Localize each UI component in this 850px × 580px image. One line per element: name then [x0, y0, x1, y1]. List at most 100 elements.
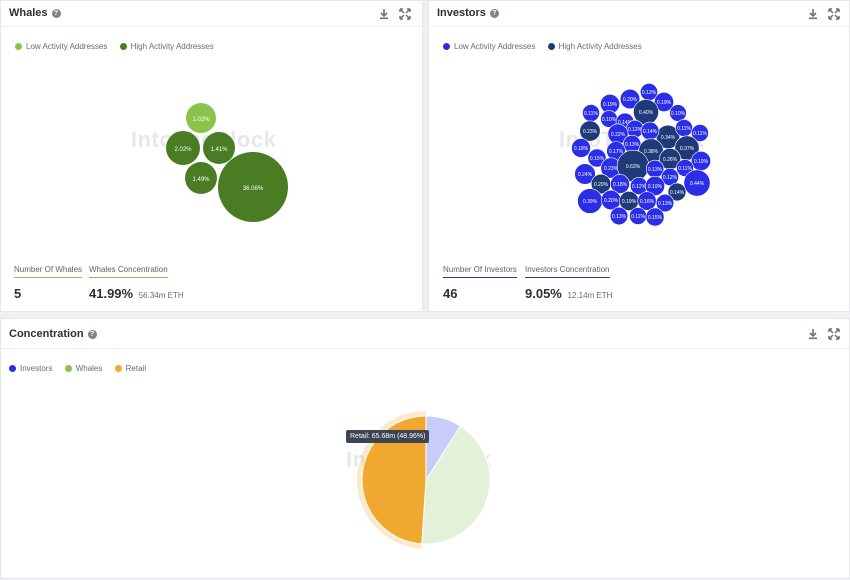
whales-legend: Low Activity Addresses High Activity Add… — [15, 42, 224, 51]
bubble-label: 0.19% — [657, 100, 672, 106]
legend-item-whales[interactable]: Whales — [64, 364, 103, 373]
stat-number-of-whales: Number Of Whales 5 — [14, 259, 83, 301]
bubble-label: 36.06% — [243, 186, 264, 192]
bubble[interactable]: 0.11% — [675, 119, 693, 137]
bubble-label: 0.23% — [583, 129, 598, 135]
bubble[interactable]: 0.24% — [574, 163, 596, 185]
expand-icon[interactable] — [828, 8, 840, 20]
pie-slice-whales[interactable] — [421, 425, 491, 545]
bubble[interactable]: 0.13% — [645, 159, 665, 179]
bubble[interactable]: 0.16% — [637, 191, 657, 211]
bubble[interactable]: 0.11% — [629, 207, 647, 225]
bubble[interactable]: 0.40% — [633, 99, 659, 125]
concentration-pie-chart — [357, 411, 491, 549]
stat-value-main: 41.99% — [89, 286, 134, 301]
bubble[interactable]: 0.20% — [600, 189, 622, 211]
bubble[interactable]: 1.41% — [203, 132, 235, 164]
concentration-title: Concentration? — [9, 328, 97, 340]
bubble[interactable]: 0.11% — [582, 104, 600, 122]
bubble-label: 1.02% — [192, 117, 210, 123]
bubble[interactable]: 0.15% — [645, 207, 665, 227]
bubble[interactable]: 0.15% — [587, 148, 607, 168]
stat-value: 41.99% 56.34m ETH — [89, 286, 184, 301]
concentration-header: Concentration? — [1, 319, 849, 349]
stat-whales-concentration: Whales Concentration 41.99% 56.34m ETH — [89, 259, 184, 301]
bubble[interactable]: 0.14% — [667, 182, 687, 202]
bubble[interactable]: 0.19% — [600, 94, 620, 114]
legend-item-low-activity[interactable]: Low Activity Addresses — [443, 42, 535, 51]
legend-label: Investors — [20, 364, 53, 373]
bubble-label: 0.37% — [680, 146, 695, 152]
whales-header: Whales? — [1, 1, 422, 27]
legend-dot — [443, 43, 450, 50]
legend-label: Retail — [125, 364, 147, 373]
bubble[interactable]: 0.10% — [600, 110, 618, 128]
expand-icon[interactable] — [828, 328, 840, 340]
bubble-label: 0.11% — [693, 131, 707, 137]
legend-dot — [9, 365, 16, 372]
stat-value-sub: 12.14m ETH — [567, 291, 613, 300]
bubble[interactable]: 0.23% — [579, 120, 601, 142]
bubble-label: 0.19% — [694, 159, 709, 165]
bubble[interactable]: 0.14% — [640, 121, 660, 141]
bubble-label: 0.18% — [613, 182, 628, 188]
stat-label: Whales Concentration — [89, 265, 168, 278]
download-icon[interactable] — [807, 8, 819, 20]
bubble[interactable]: 0.13% — [655, 193, 675, 213]
bubble-label: 0.14% — [618, 120, 633, 126]
download-icon[interactable] — [807, 328, 819, 340]
bubble-label: 0.11% — [677, 126, 691, 132]
bubble[interactable]: 36.06% — [218, 152, 288, 222]
bubble[interactable]: 0.44% — [683, 169, 711, 197]
bubble[interactable]: 0.10% — [669, 104, 687, 122]
bubble-label: 0.44% — [690, 181, 705, 187]
bubble-label: 0.20% — [623, 97, 638, 103]
bubble-label: 0.11% — [631, 214, 645, 220]
legend-label: Whales — [75, 364, 103, 373]
help-icon[interactable]: ? — [489, 9, 499, 18]
legend-item-investors[interactable]: Investors — [9, 364, 52, 373]
bubble-label: 0.24% — [578, 172, 593, 178]
bubble[interactable]: 0.20% — [619, 88, 641, 110]
help-icon[interactable]: ? — [87, 330, 97, 339]
bubble-label: 0.19% — [603, 102, 618, 108]
expand-icon[interactable] — [399, 8, 411, 20]
legend-item-low-activity[interactable]: Low Activity Addresses — [15, 42, 107, 51]
download-icon[interactable] — [378, 8, 390, 20]
help-icon[interactable]: ? — [51, 9, 61, 18]
stat-label: Investors Concentration — [525, 265, 610, 278]
bubble[interactable]: 0.12% — [630, 177, 648, 195]
bubble-label: 2.02% — [174, 147, 192, 153]
legend-label: Low Activity Addresses — [454, 42, 536, 51]
bubble-label: 0.20% — [594, 182, 609, 188]
bubble-label: 0.16% — [640, 199, 655, 205]
bubble[interactable]: 0.19% — [691, 151, 711, 171]
legend-item-high-activity[interactable]: High Activity Addresses — [547, 42, 642, 51]
bubble[interactable]: 1.02% — [186, 103, 216, 133]
bubble[interactable]: 0.39% — [577, 188, 603, 214]
bubble[interactable]: 0.11% — [691, 124, 709, 142]
stat-number-of-investors: Number Of Investors 46 — [443, 259, 517, 301]
whales-title: Whales? — [9, 7, 61, 19]
bubble-label: 0.19% — [648, 184, 663, 190]
bubble[interactable]: 0.13% — [609, 206, 629, 226]
bubble[interactable]: 1.49% — [185, 162, 217, 194]
legend-item-high-activity[interactable]: High Activity Addresses — [119, 42, 214, 51]
bubble-label: 0.14% — [643, 129, 658, 135]
bubble[interactable]: 0.20% — [590, 173, 612, 195]
bubble-label: 0.23% — [604, 166, 619, 172]
legend-item-retail[interactable]: Retail — [114, 364, 147, 373]
legend-label: Low Activity Addresses — [26, 42, 108, 51]
bubble[interactable]: 0.19% — [645, 176, 665, 196]
investors-header: Investors? — [429, 1, 849, 27]
bubble[interactable]: 0.19% — [654, 92, 674, 112]
bubble[interactable]: 2.02% — [166, 131, 200, 165]
concentration-title-text: Concentration — [9, 328, 84, 340]
bubble[interactable]: 0.18% — [610, 174, 630, 194]
bubble[interactable]: 0.12% — [661, 168, 679, 186]
bubble[interactable]: 0.18% — [571, 138, 591, 158]
bubble-label: 0.12% — [628, 127, 643, 133]
pie-slice-retail[interactable] — [361, 415, 427, 545]
legend-label: High Activity Addresses — [130, 42, 214, 51]
stat-value: 46 — [443, 286, 458, 301]
